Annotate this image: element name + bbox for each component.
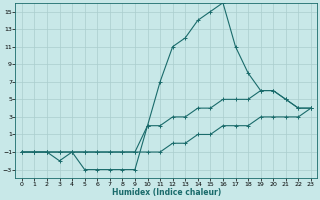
X-axis label: Humidex (Indice chaleur): Humidex (Indice chaleur): [112, 188, 221, 197]
